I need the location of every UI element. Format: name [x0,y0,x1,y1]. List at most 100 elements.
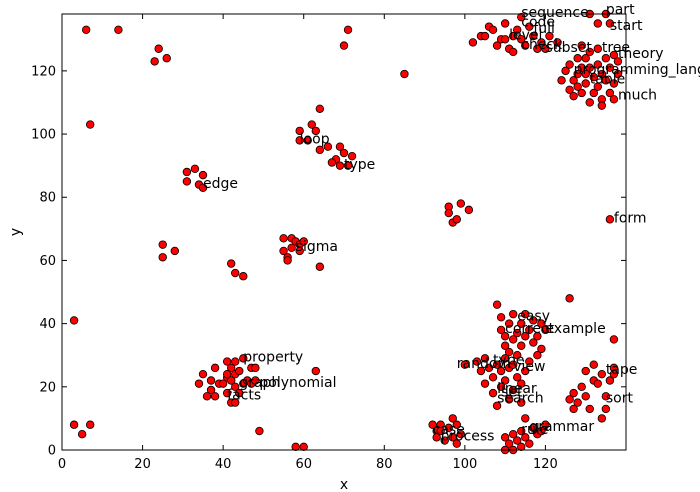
annotation-layer: partstartsequencecodefulllevelchecksubse… [203,2,700,445]
x-tick-label: 80 [376,457,393,472]
data-point [533,332,542,341]
data-point [226,376,236,385]
data-point [500,19,510,28]
data-point [448,433,457,442]
data-point [565,395,574,404]
data-point [609,369,619,379]
point-annotation: much [618,87,657,103]
data-point [504,395,514,404]
data-point [500,376,510,385]
data-point [609,50,619,60]
data-point [537,344,546,354]
x-tick-label: 0 [58,457,66,472]
data-point [521,41,530,50]
data-point [468,38,478,47]
data-point [218,379,228,388]
data-point [496,366,506,376]
x-tick-label: 20 [134,457,151,472]
data-point [581,54,590,63]
data-point [452,215,461,224]
point-annotation: search [497,391,544,407]
data-point [569,76,578,85]
data-point [480,354,490,363]
data-point [85,420,95,429]
data-point [251,376,260,385]
x-axis-label: x [340,477,348,492]
axes-frame [61,13,627,451]
point-annotation: example [545,321,605,337]
data-point [565,294,574,303]
data-point [440,436,449,445]
data-point [303,136,312,145]
data-point [299,442,308,452]
y-tick-label: 60 [39,254,56,269]
data-point [581,366,590,376]
data-point [428,420,437,429]
data-point [492,360,502,369]
data-point [295,136,304,145]
data-point [509,31,518,41]
data-point [509,335,518,344]
y-tick-label: 120 [31,64,56,79]
data-point [565,60,574,69]
data-point [504,439,514,448]
data-point [114,25,123,34]
data-point [541,420,550,429]
data-point [315,262,325,271]
data-point [194,379,204,388]
data-point [521,332,530,341]
data-point [492,401,502,410]
data-point [283,256,292,265]
point-annotation: facts [227,387,261,403]
data-point [69,316,79,325]
point-annotation: check [521,37,563,53]
data-point [231,398,240,407]
data-point [198,183,208,192]
data-point [573,82,582,91]
data-point [609,335,619,344]
data-point [222,388,232,398]
data-point [295,246,304,256]
data-point [537,319,546,328]
data-point [162,54,171,63]
data-point [513,351,522,360]
data-point [529,338,538,347]
y-tick-label: 40 [39,317,56,332]
point-annotation: type [493,353,524,369]
data-point [456,430,466,439]
data-point [541,44,550,53]
point-annotation: property [243,350,303,366]
data-point [529,316,538,325]
data-point [222,369,232,379]
data-point [307,120,316,129]
data-point [311,366,320,376]
data-point [533,351,542,360]
point-annotation: random [457,356,511,372]
data-point [597,414,607,423]
data-point [432,433,441,442]
point-annotation: full [533,21,555,37]
data-point [150,57,159,66]
data-point [521,366,530,376]
point-annotation: subset [545,40,592,56]
data-point [231,357,240,366]
x-tick-label: 100 [452,457,477,472]
data-point [525,325,534,335]
data-point [509,309,518,319]
data-point [517,398,526,407]
data-point [226,363,236,373]
data-point [464,205,474,215]
tick-layer: 0 20 40 60 80 100 120 0 20 40 60 80 100 120 [31,14,626,472]
data-point [327,158,337,167]
data-point [597,69,607,79]
data-point [517,426,526,436]
data-point [513,25,522,34]
data-point [452,439,461,448]
data-point [251,363,260,373]
data-point [323,142,333,151]
data-point [436,426,445,436]
data-point [279,234,288,243]
point-annotation: loop [300,132,330,148]
data-point [529,423,538,433]
point-annotation: case [433,422,465,438]
